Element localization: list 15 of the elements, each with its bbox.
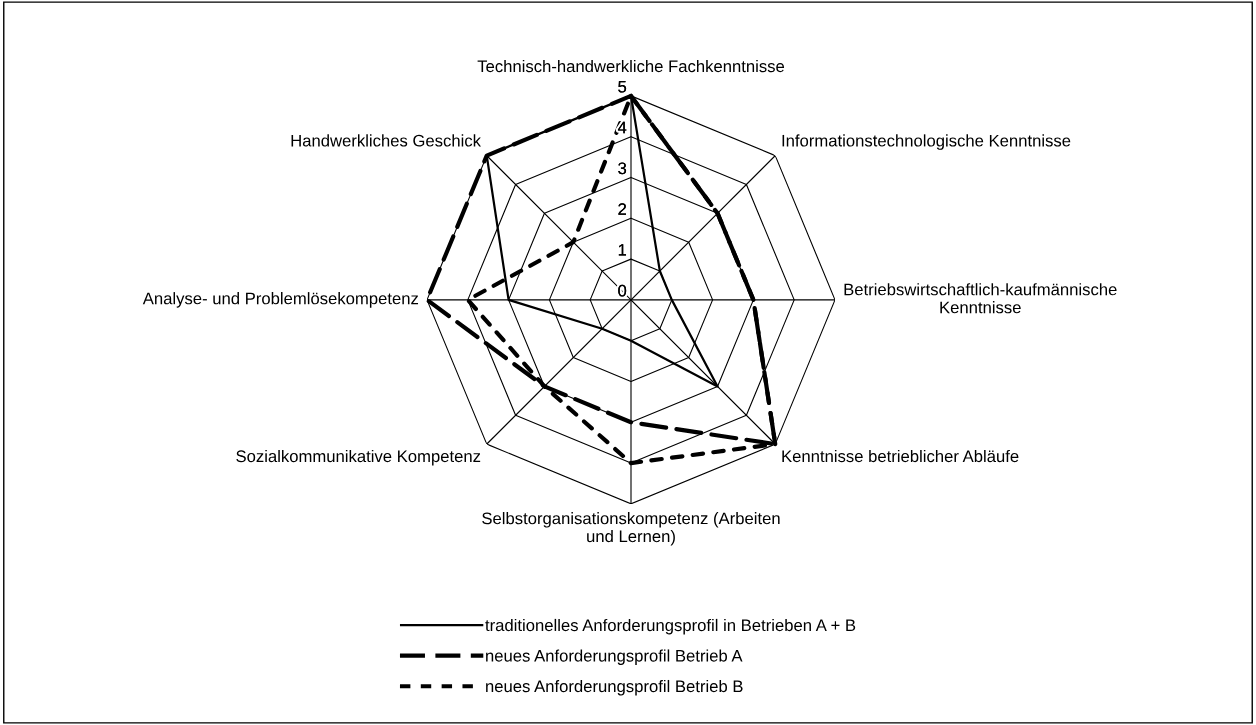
spoke-label: Handwerkliches Geschick bbox=[291, 134, 482, 147]
legend-label: neues Anforderungsprofil Betrieb A bbox=[486, 649, 743, 665]
spoke-label: Analyse- und Problemlösekompetenz bbox=[142, 292, 419, 308]
y-tick-label: 2 bbox=[618, 203, 626, 215]
spoke-label: Selbstorganisationskompetenz (Arbeiten und Lernen) bbox=[482, 512, 780, 546]
legend-label: traditionelles Anforderungsprofil in Betrieben A + B bbox=[485, 618, 856, 635]
y-tick-label: 1 bbox=[618, 244, 627, 256]
y-tick-label: 5 bbox=[618, 80, 627, 93]
spoke-label: Betriebswirtschaftlich-kaufmännische Kenntnisse bbox=[844, 283, 1117, 314]
spoke-label: Technisch-handwerkliche Fachkenntnisse bbox=[477, 59, 785, 73]
legend-label: neues Anforderungsprofil Betrieb B bbox=[486, 679, 743, 696]
spoke-label: Sozialkommunikative Kompetenz bbox=[236, 449, 481, 466]
y-tick-label: 3 bbox=[618, 162, 627, 175]
spoke-label: Kenntnisse betrieblicher Abläufe bbox=[782, 449, 1019, 463]
spoke-label: Informationstechnologische Kenntnisse bbox=[782, 134, 1071, 150]
